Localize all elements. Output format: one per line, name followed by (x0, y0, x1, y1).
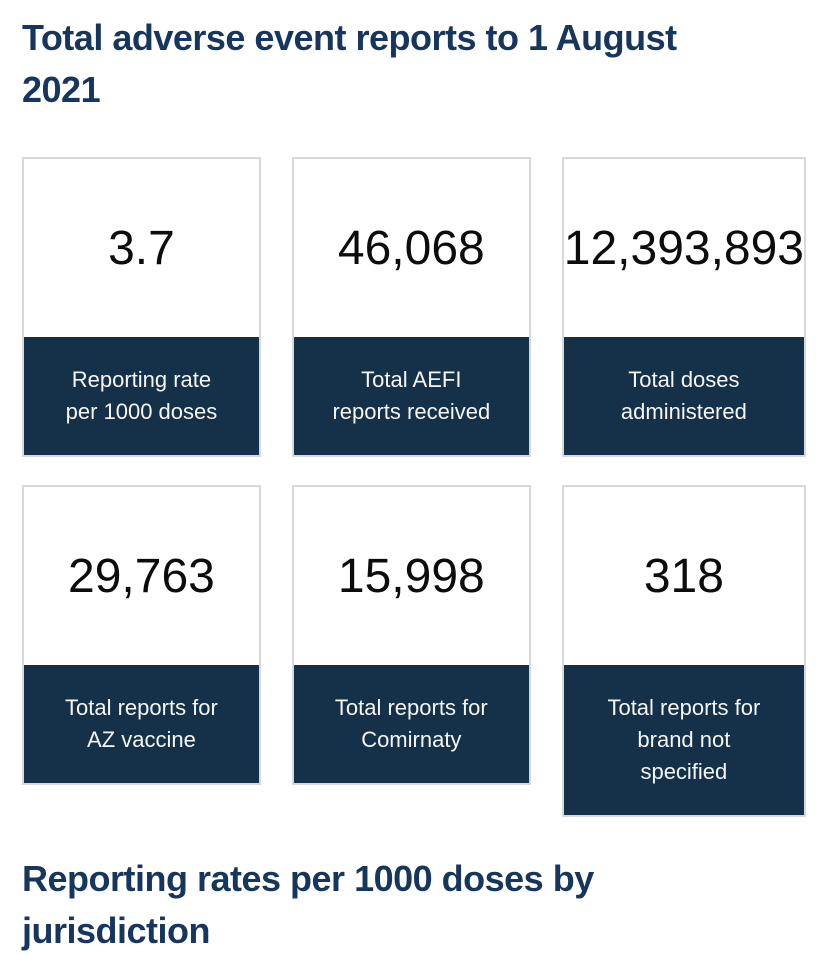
stat-value-area: 46,068 (294, 159, 529, 337)
stat-card-az-reports: 29,763 Total reports for AZ vaccine (22, 485, 261, 785)
stat-card-total-aefi-reports: 46,068 Total AEFI reports received (291, 157, 531, 457)
stat-value: 12,393,893 (563, 221, 804, 275)
stat-value: 46,068 (337, 221, 485, 275)
stat-card-total-doses: 12,393,893 Total doses administered (561, 157, 806, 457)
stat-value: 318 (643, 549, 724, 603)
stat-value-area: 29,763 (24, 487, 259, 665)
stat-cards-grid: 3.7 Reporting rate per 1000 doses 46,068… (22, 157, 806, 817)
stat-card-comirnaty-reports: 15,998 Total reports for Comirnaty (291, 485, 531, 785)
stat-value-area: 12,393,893 (564, 159, 804, 337)
stat-card-reporting-rate: 3.7 Reporting rate per 1000 doses (22, 157, 261, 457)
stat-value: 29,763 (68, 549, 215, 603)
page-title: Total adverse event reports to 1 August … (22, 17, 677, 110)
stat-label: Total reports for brand not specified (563, 665, 804, 815)
stat-label: Total reports for AZ vaccine (24, 665, 259, 783)
jurisdiction-section-title: Reporting rates per 1000 doses by jurisd… (22, 858, 594, 951)
stat-label: Total doses administered (563, 337, 804, 455)
stat-label: Total reports for Comirnaty (293, 665, 529, 783)
stat-value: 15,998 (337, 549, 485, 603)
stat-label: Total AEFI reports received (293, 337, 529, 455)
stat-value-area: 15,998 (294, 487, 529, 665)
stat-value-area: 3.7 (24, 159, 259, 337)
stat-value-area: 318 (564, 487, 804, 665)
stat-value: 3.7 (108, 221, 175, 275)
stat-label: Reporting rate per 1000 doses (24, 337, 259, 455)
stat-card-brand-not-specified: 318 Total reports for brand not specifie… (561, 485, 806, 817)
